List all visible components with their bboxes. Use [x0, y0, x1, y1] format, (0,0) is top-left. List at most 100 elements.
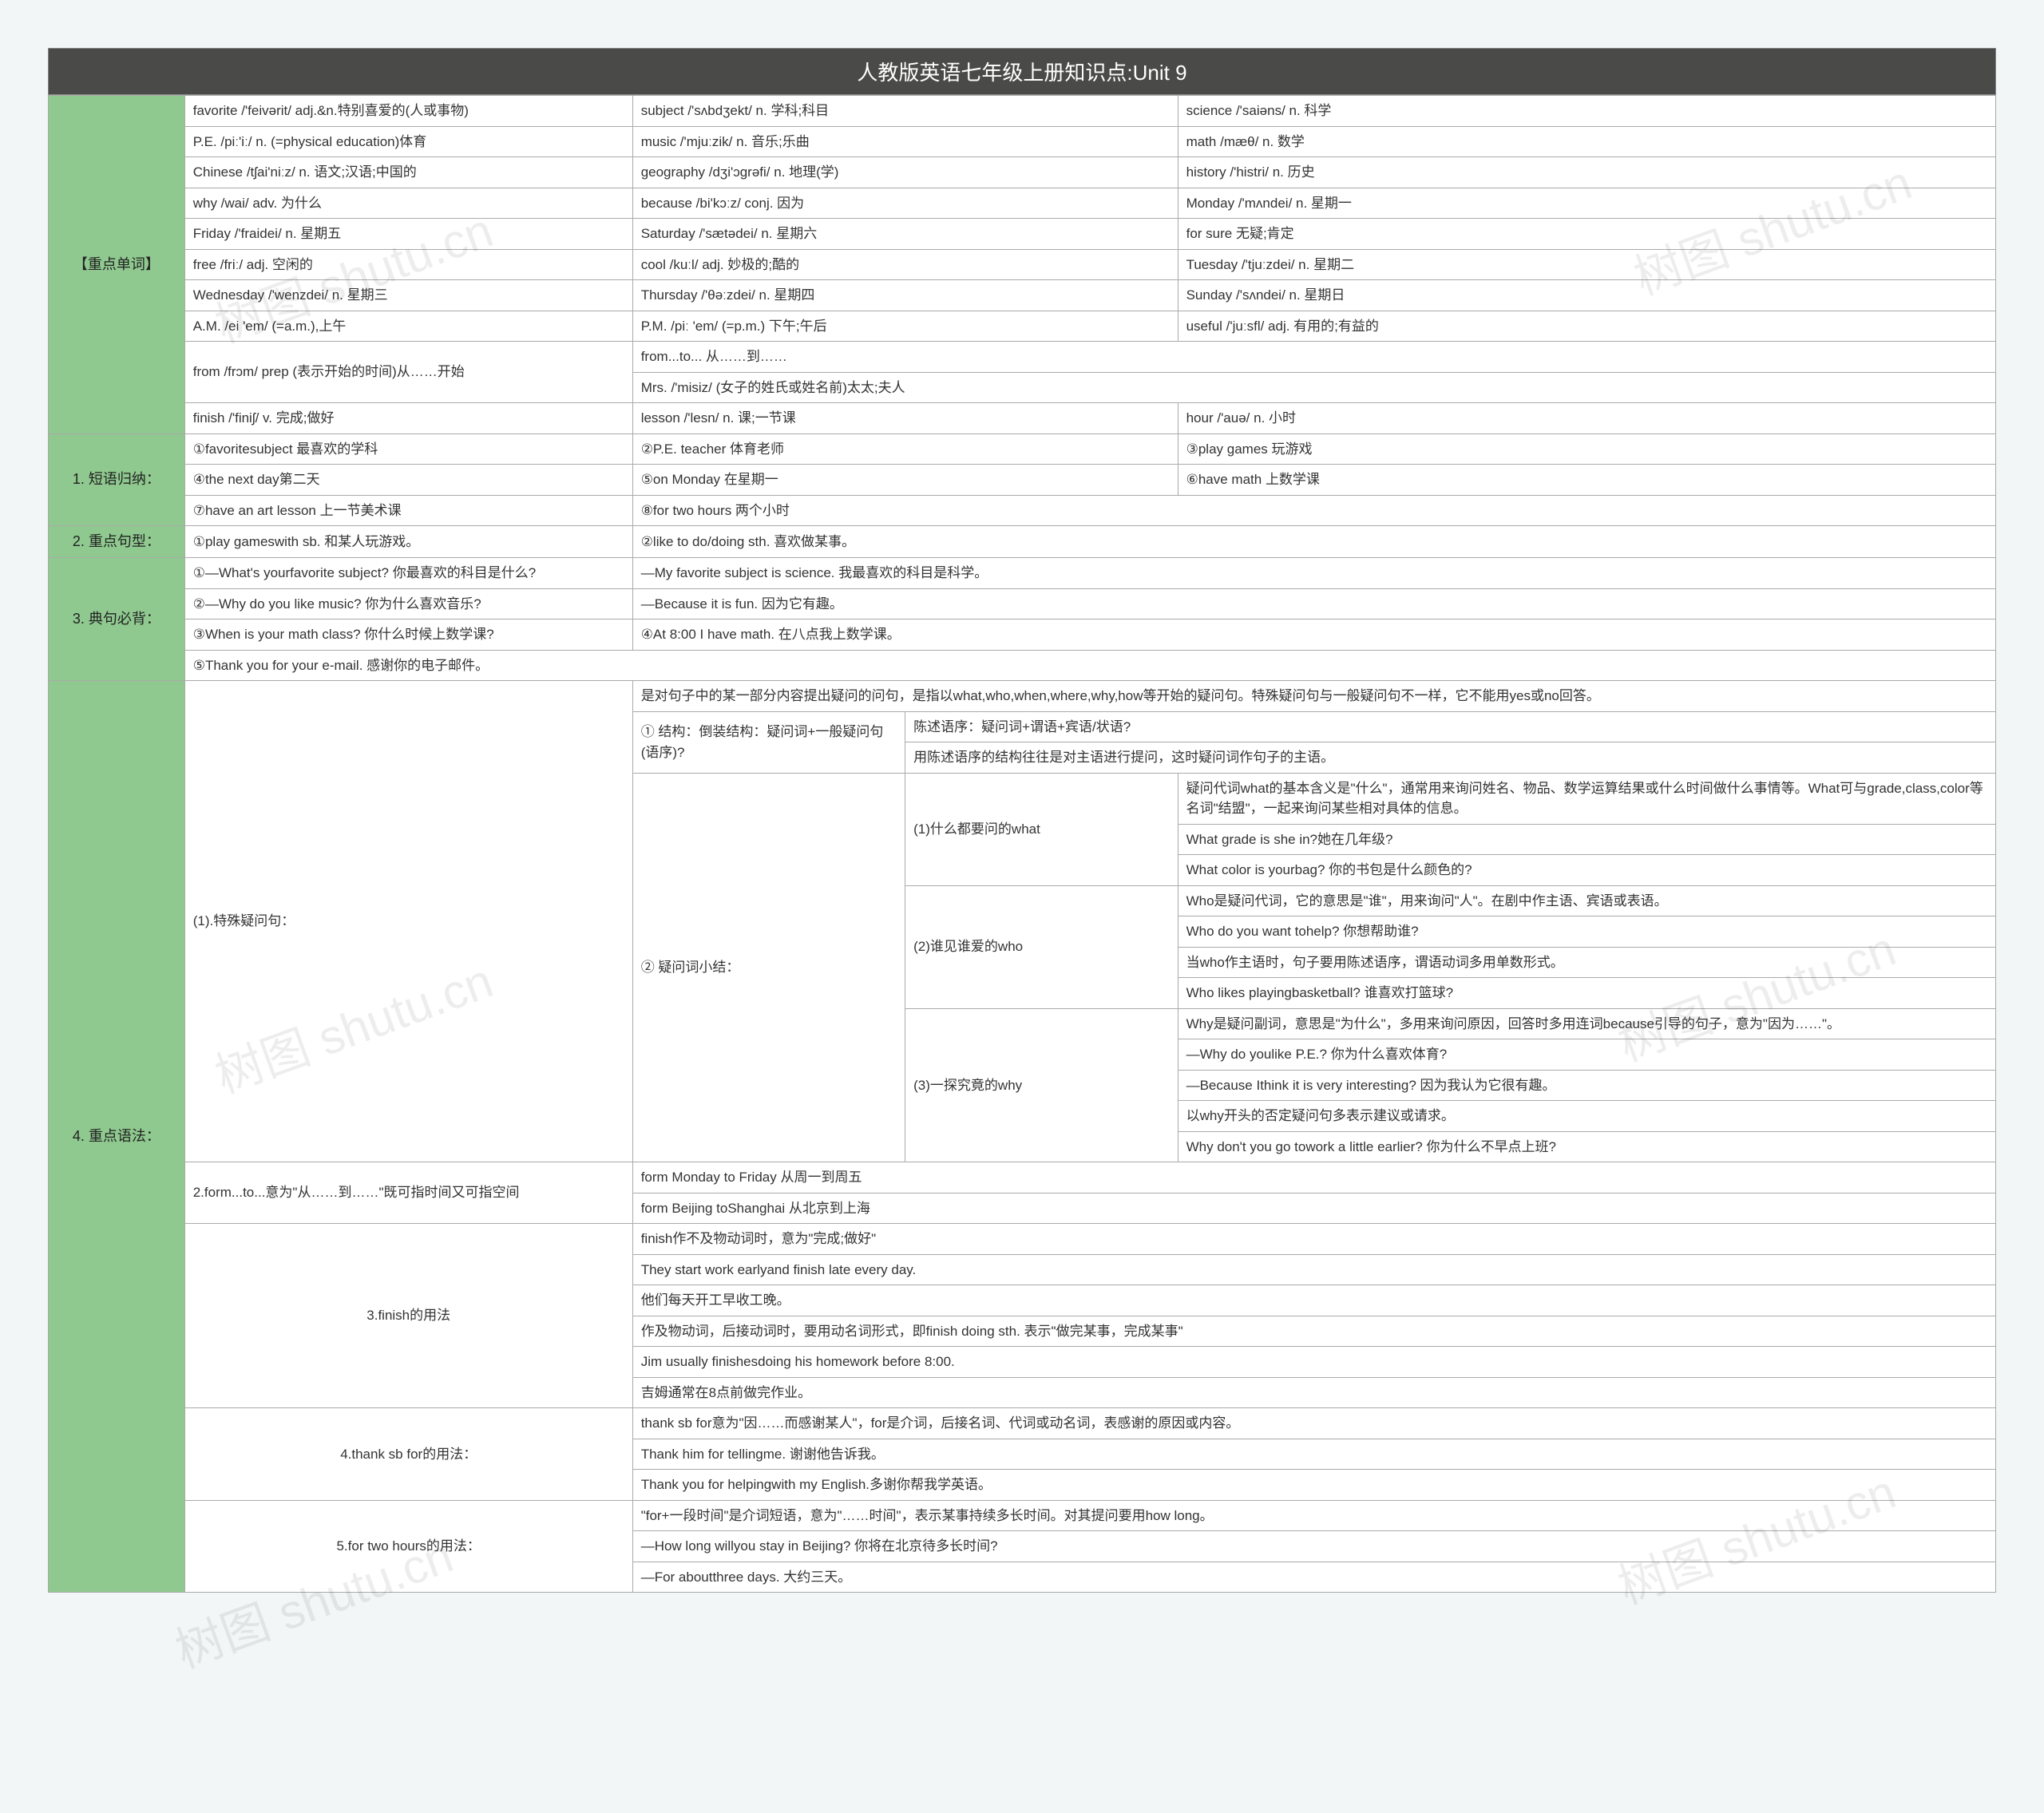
cell: ⑤Thank you for your e-mail. 感谢你的电子邮件。 [184, 650, 1995, 681]
table-row: Wednesday /'wenzdei/ n. 星期三Thursday /'θə… [49, 280, 1996, 311]
cell: 是对句子中的某一部分内容提出疑问的问句，是指以what,who,when,whe… [632, 681, 1995, 712]
cell: 以why开头的否定疑问句多表示建议或请求。 [1178, 1101, 1995, 1132]
cell: music /'mjuːzik/ n. 音乐;乐曲 [632, 126, 1178, 157]
cell: P.E. /piː'iː/ n. (=physical education)体育 [184, 126, 632, 157]
cell: Who likes playingbasketball? 谁喜欢打篮球? [1178, 978, 1995, 1009]
cell: Monday /'mʌndei/ n. 星期一 [1178, 188, 1995, 219]
cell: ②like to do/doing sth. 喜欢做某事。 [632, 526, 1995, 558]
cell: favorite /'feivərit/ adj.&n.特别喜爱的(人或事物) [184, 96, 632, 127]
cell: geography /dʒi'ɔgrəfi/ n. 地理(学) [632, 157, 1178, 188]
cell: —Why do youlike P.E.? 你为什么喜欢体育? [1178, 1039, 1995, 1071]
table-row: A.M. /ei 'em/ (=a.m.),上午P.M. /piː 'em/ (… [49, 311, 1996, 342]
cell: ③play games 玩游戏 [1178, 433, 1995, 465]
section-label-grammar: 4. 重点语法： [49, 681, 185, 1593]
cell: 他们每天开工早收工晚。 [632, 1285, 1995, 1316]
cell: —Because Ithink it is very interesting? … [1178, 1070, 1995, 1101]
cell: 用陈述语序的结构往往是对主语进行提问，这时疑问词作句子的主语。 [905, 742, 1996, 774]
table-row: ④the next day第二天⑤on Monday 在星期一⑥have mat… [49, 465, 1996, 496]
cell: thank sb for意为"因……而感谢某人"，for是介词，后接名词、代词或… [632, 1408, 1995, 1439]
cell: 3.finish的用法 [184, 1224, 632, 1408]
table-row: ②—Why do you like music? 你为什么喜欢音乐?—Becau… [49, 588, 1996, 620]
cell: 5.for two hours的用法： [184, 1500, 632, 1593]
cell: ①—What's yourfavorite subject? 你最喜欢的科目是什… [184, 558, 632, 589]
cell: Sunday /'sʌndei/ n. 星期日 [1178, 280, 1995, 311]
cell: why /wai/ adv. 为什么 [184, 188, 632, 219]
cell: —My favorite subject is science. 我最喜欢的科目… [632, 558, 1995, 589]
cell: math /mæθ/ n. 数学 [1178, 126, 1995, 157]
cell: ①favoritesubject 最喜欢的学科 [184, 433, 632, 465]
cell-special-q: (1).特殊疑问句： [184, 681, 632, 1162]
table-row: free /friː/ adj. 空闲的cool /kuːl/ adj. 妙极的… [49, 249, 1996, 280]
cell: hour /'auə/ n. 小时 [1178, 403, 1995, 434]
cell: Thursday /'θəːzdei/ n. 星期四 [632, 280, 1178, 311]
cell: Thank him for tellingme. 谢谢他告诉我。 [632, 1439, 1995, 1470]
cell: Mrs. /'misiz/ (女子的姓氏或姓名前)太太;夫人 [632, 372, 1995, 403]
cell: ②—Why do you like music? 你为什么喜欢音乐? [184, 588, 632, 620]
cell: 2.form...to...意为"从……到……"既可指时间又可指空间 [184, 1162, 632, 1224]
cell: A.M. /ei 'em/ (=a.m.),上午 [184, 311, 632, 342]
cell: finish /'finiʃ/ v. 完成;做好 [184, 403, 632, 434]
cell: from...to... 从……到…… [632, 342, 1995, 373]
table-row: finish /'finiʃ/ v. 完成;做好lesson /'lesn/ n… [49, 403, 1996, 434]
table-row: 1. 短语归纳： ①favoritesubject 最喜欢的学科②P.E. te… [49, 433, 1996, 465]
cell: Who do you want tohelp? 你想帮助谁? [1178, 916, 1995, 948]
cell: (2)谁见谁爱的who [905, 885, 1178, 1008]
table-row: 4. 重点语法： (1).特殊疑问句： 是对句子中的某一部分内容提出疑问的问句，… [49, 681, 1996, 712]
cell: 陈述语序：疑问词+谓语+宾语/状语? [905, 711, 1996, 742]
cell: Friday /'fraidei/ n. 星期五 [184, 219, 632, 250]
cell: cool /kuːl/ adj. 妙极的;酷的 [632, 249, 1178, 280]
page-title: 人教版英语七年级上册知识点:Unit 9 [48, 48, 1996, 95]
section-label-dianju: 3. 典句必背： [49, 558, 185, 681]
cell: ④the next day第二天 [184, 465, 632, 496]
table-row: 4.thank sb for的用法： thank sb for意为"因……而感谢… [49, 1408, 1996, 1439]
main-table: 【重点单词】 favorite /'feivərit/ adj.&n.特别喜爱的… [48, 95, 1996, 1593]
cell: 作及物动词，后接动词时，要用动名词形式，即finish doing sth. 表… [632, 1316, 1995, 1347]
table-row: ⑤Thank you for your e-mail. 感谢你的电子邮件。 [49, 650, 1996, 681]
cell: P.M. /piː 'em/ (=p.m.) 下午;午后 [632, 311, 1178, 342]
cell: finish作不及物动词时，意为"完成;做好" [632, 1224, 1995, 1255]
cell: for sure 无疑;肯定 [1178, 219, 1995, 250]
table-row: why /wai/ adv. 为什么because /bi'kɔːz/ conj… [49, 188, 1996, 219]
cell: —Because it is fun. 因为它有趣。 [632, 588, 1995, 620]
section-label-vocab: 【重点单词】 [49, 96, 185, 434]
cell: ①play gameswith sb. 和某人玩游戏。 [184, 526, 632, 558]
table-row: ③When is your math class? 你什么时候上数学课?④At … [49, 620, 1996, 651]
cell: ④At 8:00 I have math. 在八点我上数学课。 [632, 620, 1995, 651]
cell: ⑧for two hours 两个小时 [632, 495, 1995, 526]
cell: because /bi'kɔːz/ conj. 因为 [632, 188, 1178, 219]
table-row: 2.form...to...意为"从……到……"既可指时间又可指空间 form … [49, 1162, 1996, 1193]
cell: 吉姆通常在8点前做完作业。 [632, 1377, 1995, 1408]
cell: Who是疑问代词，它的意思是"谁"，用来询问"人"。在剧中作主语、宾语或表语。 [1178, 885, 1995, 916]
cell: Tuesday /'tjuːzdei/ n. 星期二 [1178, 249, 1995, 280]
cell: ⑥have math 上数学课 [1178, 465, 1995, 496]
cell: (1)什么都要问的what [905, 773, 1178, 885]
section-label-phrases: 1. 短语归纳： [49, 433, 185, 526]
cell: —For aboutthree days. 大约三天。 [632, 1562, 1995, 1593]
cell: —How long willyou stay in Beijing? 你将在北京… [632, 1531, 1995, 1562]
cell: ① 结构：倒装结构：疑问词+一般疑问句(语序)? [632, 711, 905, 773]
cell: science /'saiəns/ n. 科学 [1178, 96, 1995, 127]
cell: They start work earlyand finish late eve… [632, 1254, 1995, 1285]
cell: (3)一探究竟的why [905, 1008, 1178, 1162]
cell: ⑦have an art lesson 上一节美术课 [184, 495, 632, 526]
cell: form Monday to Friday 从周一到周五 [632, 1162, 1995, 1193]
cell: What grade is she in?她在几年级? [1178, 824, 1995, 855]
page-root: 树图 shutu.cn 树图 shutu.cn 树图 shutu.cn 树图 s… [48, 48, 1996, 1593]
cell: ③When is your math class? 你什么时候上数学课? [184, 620, 632, 651]
cell: ⑤on Monday 在星期一 [632, 465, 1178, 496]
cell: Wednesday /'wenzdei/ n. 星期三 [184, 280, 632, 311]
table-row: 2. 重点句型： ①play gameswith sb. 和某人玩游戏。 ②li… [49, 526, 1996, 558]
table-row: Chinese /tʃai'niːz/ n. 语文;汉语;中国的geograph… [49, 157, 1996, 188]
cell: Jim usually finishesdoing his homework b… [632, 1347, 1995, 1378]
cell: 4.thank sb for的用法： [184, 1408, 632, 1501]
table-row: Friday /'fraidei/ n. 星期五Saturday /'sætəd… [49, 219, 1996, 250]
cell: 疑问代词what的基本含义是"什么"，通常用来询问姓名、物品、数学运算结果或什么… [1178, 773, 1995, 824]
table-row: 3. 典句必背： ①—What's yourfavorite subject? … [49, 558, 1996, 589]
cell: form Beijing toShanghai 从北京到上海 [632, 1193, 1995, 1224]
table-row: from /frɔm/ prep (表示开始的时间)从……开始 from...t… [49, 342, 1996, 373]
cell: Chinese /tʃai'niːz/ n. 语文;汉语;中国的 [184, 157, 632, 188]
table-row: 【重点单词】 favorite /'feivərit/ adj.&n.特别喜爱的… [49, 96, 1996, 127]
cell: 当who作主语时，句子要用陈述语序，谓语动词多用单数形式。 [1178, 947, 1995, 978]
table-row: P.E. /piː'iː/ n. (=physical education)体育… [49, 126, 1996, 157]
section-label-patterns: 2. 重点句型： [49, 526, 185, 558]
